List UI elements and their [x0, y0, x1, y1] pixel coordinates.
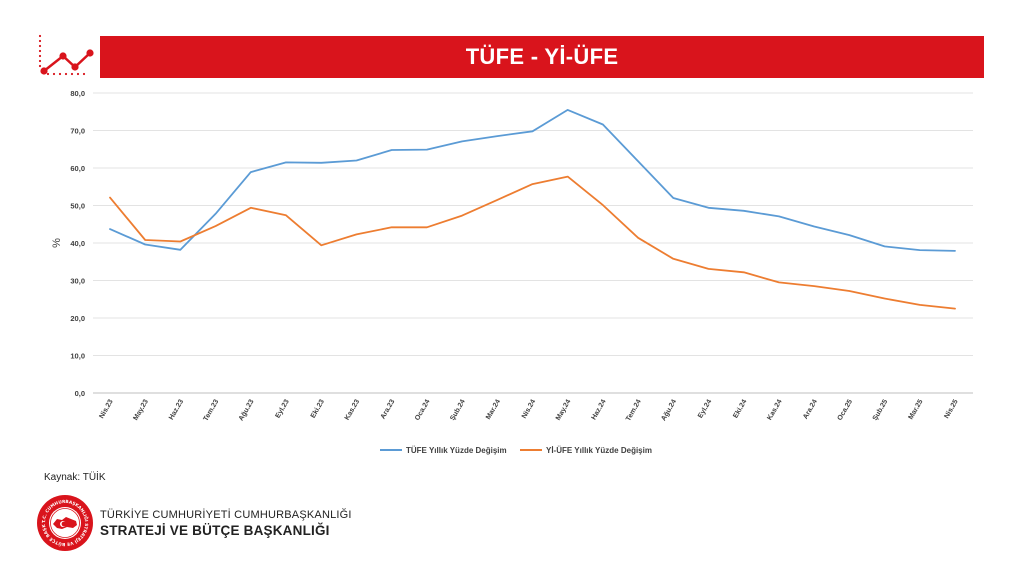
x-tick-label: Eyl.24	[697, 398, 713, 419]
data-point	[918, 248, 922, 252]
org-name-line2: STRATEJİ VE BÜTÇE BAŞKANLIĞI	[100, 522, 330, 538]
data-point	[847, 233, 851, 237]
data-point	[354, 159, 358, 163]
line-chart: 0,0 10,0 20,0 30,0 40,0 50,0 60,0 70,0 80,0% Nis.…	[51, 89, 973, 455]
data-point	[812, 225, 816, 229]
x-tick-label: Kas.23	[344, 398, 361, 421]
data-point	[601, 123, 605, 127]
data-point	[495, 134, 499, 138]
x-tick-label: Eki.24	[732, 398, 748, 419]
data-point	[847, 289, 851, 293]
x-tick-label: May.24	[555, 398, 573, 421]
data-point	[671, 196, 675, 200]
data-point	[707, 267, 711, 271]
page-title: TÜFE - Yİ-ÜFE	[465, 44, 619, 69]
data-point	[143, 243, 147, 247]
x-tick-label: Haz.24	[590, 398, 607, 421]
data-point	[953, 307, 957, 311]
y-tick-label: 60,0	[70, 164, 85, 173]
x-tick-label: May.23	[132, 398, 150, 421]
data-point	[284, 160, 288, 164]
x-tick-label: Mar.25	[908, 398, 925, 420]
data-point	[742, 209, 746, 213]
data-point	[354, 232, 358, 236]
y-tick-label: 10,0	[70, 352, 85, 361]
series-line-2	[109, 175, 956, 310]
x-tick-label: Ağu.24	[660, 398, 678, 422]
data-point	[425, 148, 429, 152]
y-tick-label: 30,0	[70, 277, 85, 286]
x-tick-label: Mar.24	[485, 398, 502, 420]
x-tick-label: Tem.24	[625, 398, 643, 422]
x-tick-label: Oca.24	[414, 398, 432, 421]
y-tick-label: 80,0	[70, 89, 85, 98]
data-point	[883, 297, 887, 301]
x-tick-label: Şub.24	[449, 398, 467, 421]
x-tick-label: Kas.24	[766, 398, 783, 421]
data-point	[143, 238, 147, 242]
trend-line-icon	[38, 34, 94, 76]
y-tick-label: 50,0	[70, 202, 85, 211]
data-point	[636, 159, 640, 163]
data-point	[742, 270, 746, 274]
data-point	[671, 257, 675, 261]
x-tick-label: Eki.23	[310, 398, 326, 419]
data-point	[390, 148, 394, 152]
y-tick-label: 0,0	[75, 389, 85, 398]
data-point	[178, 240, 182, 244]
sbb-seal-icon: T.C. CUMHURBAŞKANLIĞI STRATEJİ VE BÜTÇE …	[36, 494, 93, 551]
data-point	[249, 206, 253, 210]
data-point	[319, 243, 323, 247]
data-point	[566, 108, 570, 112]
data-point	[214, 212, 218, 216]
y-tick-label: 70,0	[70, 127, 85, 136]
data-point	[425, 225, 429, 229]
organization-logo: T.C. CUMHURBAŞKANLIĞI STRATEJİ VE BÜTÇE …	[36, 494, 352, 552]
data-point	[812, 284, 816, 288]
data-point	[319, 161, 323, 165]
x-tick-label: Ara.23	[380, 398, 397, 420]
x-tick-label: Ağu.23	[238, 398, 256, 422]
data-point	[214, 224, 218, 228]
x-tick-label: Eyl.23	[275, 398, 291, 419]
data-point	[601, 203, 605, 207]
y-tick-label: 40,0	[70, 239, 85, 248]
source-note: Kaynak: TÜİK	[44, 472, 106, 483]
x-tick-label: Nis.23	[98, 398, 114, 419]
data-point	[108, 227, 112, 231]
data-point	[777, 214, 781, 218]
title-bar: TÜFE - Yİ-ÜFE	[100, 36, 984, 78]
data-point	[566, 175, 570, 179]
data-point	[531, 129, 535, 133]
data-point	[883, 244, 887, 248]
data-point	[249, 170, 253, 174]
data-point	[460, 139, 464, 143]
data-point	[284, 213, 288, 217]
org-name-line1: TÜRKİYE CUMHURİYETİ CUMHURBAŞKANLIĞI	[100, 508, 352, 521]
x-tick-label: Şub.25	[872, 398, 890, 421]
data-point	[918, 303, 922, 307]
x-tick-label: Nis.25	[943, 398, 959, 419]
data-point	[636, 236, 640, 240]
y-tick-label: 20,0	[70, 314, 85, 323]
data-point	[953, 249, 957, 253]
x-tick-label: Ara.24	[802, 398, 819, 420]
data-point	[707, 206, 711, 210]
y-axis-label: %	[51, 238, 63, 248]
data-point	[495, 198, 499, 202]
legend-label-2: Yİ-ÜFE Yıllık Yüzde Değişim	[546, 446, 652, 455]
data-point	[531, 182, 535, 186]
x-tick-label: Oca.25	[837, 398, 855, 421]
data-point	[390, 225, 394, 229]
data-point	[108, 196, 112, 200]
data-point	[178, 248, 182, 252]
data-point	[777, 280, 781, 284]
x-tick-label: Tem.23	[202, 398, 220, 422]
x-tick-label: Haz.23	[168, 398, 185, 421]
series-line-1	[109, 108, 956, 252]
data-point	[460, 214, 464, 218]
legend-label-1: TÜFE Yıllık Yüzde Değişim	[406, 446, 507, 455]
x-tick-label: Nis.24	[521, 398, 537, 419]
